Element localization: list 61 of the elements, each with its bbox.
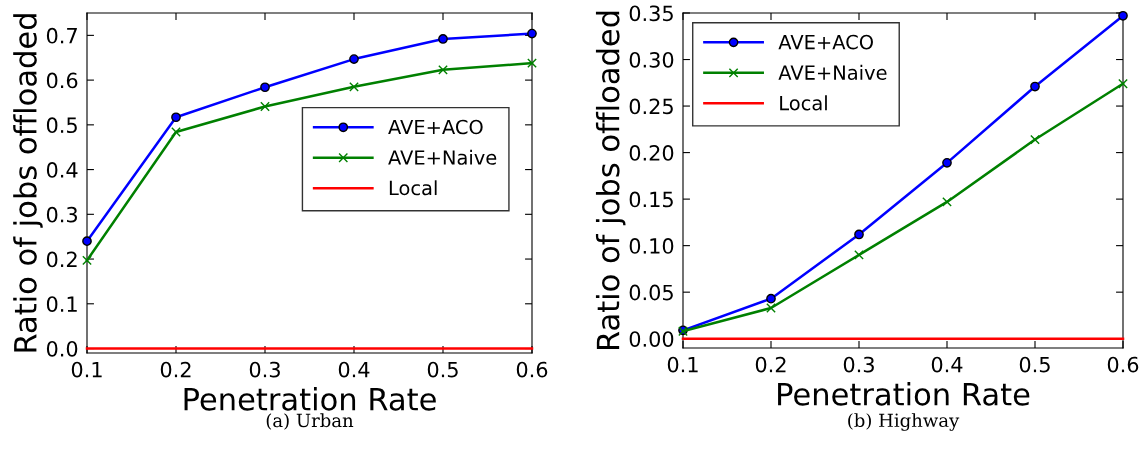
point: [527, 58, 537, 68]
x-tick-label: 0.3: [249, 361, 280, 378]
legend-label: Local: [389, 180, 437, 196]
y-tick-label: 0.10: [629, 238, 674, 254]
text: (a) Urban: [266, 413, 354, 430]
y-axis-title: Ratio of jobs offloaded: [13, 14, 43, 352]
legend-label: Local: [780, 95, 827, 111]
y-tick-label: 0.1: [46, 296, 77, 312]
point: [1030, 81, 1040, 92]
point: [766, 293, 776, 304]
y-tick-label: 0.35: [629, 5, 673, 22]
point: [82, 236, 92, 247]
y-tick-label: 0.3: [46, 206, 77, 223]
point: [1030, 134, 1040, 145]
y-tick-label: 0.25: [629, 98, 673, 115]
y-tick-label: 0.0: [46, 340, 78, 357]
x-tick-label: 0.2: [160, 361, 191, 378]
point: [527, 28, 537, 39]
x-axis-title: Penetration Rate: [778, 382, 1030, 406]
legend-label: AVE+ACO: [778, 34, 873, 50]
legend-label: AVE+Naive: [778, 64, 887, 80]
point: [260, 101, 270, 112]
point: [82, 255, 92, 266]
legend-label: AVE+Naive: [388, 149, 497, 165]
point: [1118, 78, 1128, 89]
point: [854, 250, 864, 260]
x-tick-label: 0.4: [931, 356, 963, 373]
text: (b) Highway: [848, 413, 960, 431]
y-tick-label: 0.05: [629, 284, 673, 301]
x-tick-label: 0.6: [516, 361, 548, 378]
y-tick-label: 0.5: [46, 117, 77, 134]
point: [260, 82, 270, 93]
y-tick-label: 0.15: [629, 191, 673, 208]
x-tick-label: 0.4: [338, 361, 370, 378]
y-tick-label: 0.00: [629, 331, 674, 347]
x-tick-label: 0.5: [427, 361, 458, 378]
y-tick-label: 0.2: [46, 251, 77, 268]
x-tick-label: 0.5: [1019, 356, 1050, 373]
point: [854, 229, 864, 240]
x-axis-title: Penetration Rate: [184, 387, 436, 411]
y-tick-label: 0.30: [629, 51, 674, 68]
x-tick-label: 0.6: [1107, 356, 1139, 373]
x-tick-label: 0.2: [755, 356, 786, 373]
y-axis-title: Ratio of jobs offloaded: [595, 11, 626, 350]
y-tick-label: 0.7: [46, 27, 77, 44]
point: [438, 64, 448, 75]
point: [438, 34, 448, 44]
y-tick-label: 0.20: [629, 145, 674, 161]
point: [942, 197, 952, 207]
point: [349, 54, 359, 64]
x-tick-label: 0.1: [71, 361, 102, 378]
y-tick-label: 0.6: [46, 72, 78, 89]
point: [171, 112, 181, 123]
point: [349, 81, 359, 92]
point: [171, 127, 181, 137]
legend-label: AVE+ACO: [388, 119, 483, 135]
x-tick-label: 0.1: [667, 356, 698, 373]
y-tick-label: 0.4: [46, 162, 78, 178]
x-tick-label: 0.3: [843, 356, 874, 373]
point: [942, 157, 952, 168]
point: [766, 303, 776, 313]
